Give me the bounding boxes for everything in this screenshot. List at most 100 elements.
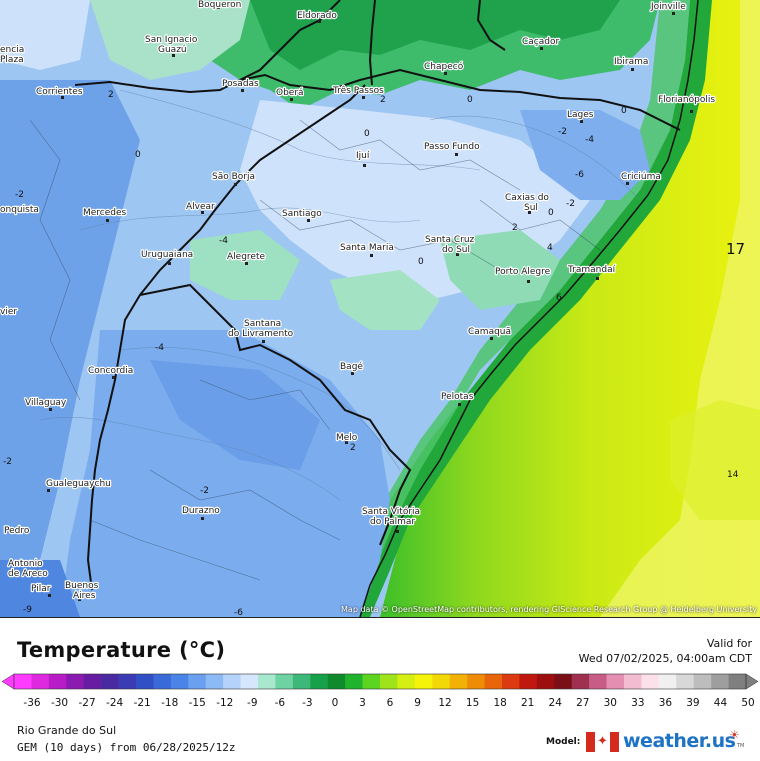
city-santa-maria[interactable]: Santa Maria [339, 242, 395, 257]
scale-tick-label: 6 [386, 697, 394, 709]
city-pilar[interactable]: Pilar [30, 583, 52, 597]
city-villaguay[interactable]: Villaguay [24, 397, 68, 411]
city-cacador[interactable]: Caçador [521, 36, 561, 50]
svg-text:Oberá: Oberá [276, 88, 304, 98]
city-posadas[interactable]: Posadas [221, 78, 260, 92]
city-alvear[interactable]: Alvear [185, 201, 216, 214]
scale-tick-label: -24 [106, 697, 124, 709]
scale-tick-label: 36 [658, 697, 673, 709]
city-durazno[interactable]: Durazno [181, 505, 221, 520]
scale-tick-label: -12 [216, 697, 234, 709]
city-eldorado[interactable]: Eldorado [296, 10, 339, 23]
svg-text:Corrientes: Corrientes [36, 87, 83, 97]
svg-text:-6: -6 [234, 608, 243, 617]
city-camaqua[interactable]: Camaquã [467, 326, 512, 340]
city-florianopolis[interactable]: Florianópolis [657, 93, 717, 113]
legend-title: Temperature (°C) [17, 638, 226, 662]
city-concordia[interactable]: Concordia [87, 365, 134, 379]
svg-text:-6: -6 [575, 170, 584, 180]
city-santiago[interactable]: Santiago [281, 208, 323, 222]
city-mercedes[interactable]: Mercedes [82, 207, 128, 222]
city-ibirama[interactable]: Ibirama [613, 56, 650, 71]
city-boqueron[interactable]: Boqueron [197, 0, 243, 11]
city-vier[interactable]: vier [0, 306, 19, 318]
country-borders [74, 0, 681, 591]
svg-text:Criciúma: Criciúma [621, 172, 661, 182]
scale-ticks: -36 -30 -27 -24 -21 -18 -15 -12 -9 -6 -3 0 3 6 9 12 15 18… [0, 697, 760, 711]
scale-swatch [188, 674, 207, 689]
scale-tick-label: 9 [414, 697, 421, 709]
city-sao-borja[interactable]: São Borja [211, 171, 256, 186]
city-onquista[interactable]: onquista [0, 204, 40, 216]
teal-patch-2 [330, 270, 440, 330]
isotherm-lines [39, 89, 641, 501]
city-chapeco[interactable]: Chapecó [423, 60, 465, 75]
svg-text:Três Passos: Três Passos [332, 85, 384, 96]
scale-tick-label: 21 [521, 697, 535, 709]
scale-swatch [223, 674, 241, 689]
scale-swatch [502, 674, 520, 689]
svg-text:0: 0 [418, 257, 424, 267]
city-gualeguaychu[interactable]: Gualeguaychu [45, 478, 112, 492]
svg-text:de Areco: de Areco [8, 569, 48, 579]
scale-swatch [310, 674, 329, 689]
city-alegrete[interactable]: Alegrete [226, 251, 267, 265]
north-west-light [0, 0, 90, 70]
scale-swatch [589, 674, 607, 689]
region-name: Rio Grande do Sul [17, 724, 117, 737]
scale-swatch [275, 674, 294, 689]
color-scale-bar [1, 673, 759, 690]
scale-tick-label: 12 [438, 697, 452, 709]
scale-swatch [362, 674, 381, 689]
scale-swatch [536, 674, 555, 689]
scale-tick-label: -27 [78, 697, 96, 709]
city-ijui[interactable]: Ijuí [355, 150, 371, 167]
city-passo-fundo[interactable]: Passo Fundo [423, 141, 481, 156]
sun-icon: ☀ [729, 728, 740, 742]
svg-text:Joinville: Joinville [650, 2, 686, 12]
city-melo[interactable]: Melo [335, 432, 359, 444]
svg-text:-2: -2 [15, 190, 24, 200]
scale-tick-label: -18 [161, 697, 179, 709]
city-pelotas[interactable]: Pelotas [440, 391, 475, 406]
scale-swatch [118, 674, 137, 689]
city-corrientes[interactable]: Corrientes [35, 86, 84, 99]
weather-us-logo[interactable]: weather.us [623, 730, 736, 752]
scale-tick-label: 0 [331, 697, 339, 709]
scale-tick-label: 33 [631, 697, 645, 709]
svg-text:Guazú: Guazú [158, 45, 187, 55]
city-tres-passos[interactable]: Três Passos [331, 84, 385, 99]
svg-text:-2: -2 [558, 127, 567, 137]
canada-flag-icon: ✦ [586, 732, 619, 752]
svg-text:0: 0 [135, 150, 141, 160]
valid-for-label: Valid for [706, 637, 752, 650]
svg-text:Durazno: Durazno [182, 506, 220, 516]
scale-swatch [397, 674, 416, 689]
city-obera[interactable]: Oberá [275, 87, 305, 101]
city-joinville[interactable]: Joinville [649, 1, 687, 15]
svg-text:do Sul: do Sul [442, 245, 470, 255]
city-uruguaiana[interactable]: Uruguaiana [140, 249, 194, 265]
city-tramandai[interactable]: Tramandaí [566, 264, 617, 280]
svg-text:-4: -4 [585, 135, 594, 145]
svg-text:Plaza: Plaza [0, 55, 24, 65]
scale-tick-label: 50 [741, 697, 755, 709]
city-lages[interactable]: Lages [566, 109, 595, 123]
city-san-pedro[interactable]: Pedro [3, 525, 31, 537]
scale-tick-label: -21 [133, 697, 151, 709]
scale-tick-label: -9 [247, 697, 258, 709]
map-attribution: Map data © OpenStreetMap contributors, r… [341, 605, 757, 614]
svg-text:Tramandaí: Tramandaí [567, 265, 616, 275]
city-porto-alegre[interactable]: Porto Alegre [494, 266, 552, 283]
city-criciuma[interactable]: Criciúma [620, 171, 662, 185]
city-bage[interactable]: Bagé [339, 360, 365, 375]
temperature-map[interactable]: Boqueron Eldorado Joinville San Ignacio G… [0, 0, 760, 617]
